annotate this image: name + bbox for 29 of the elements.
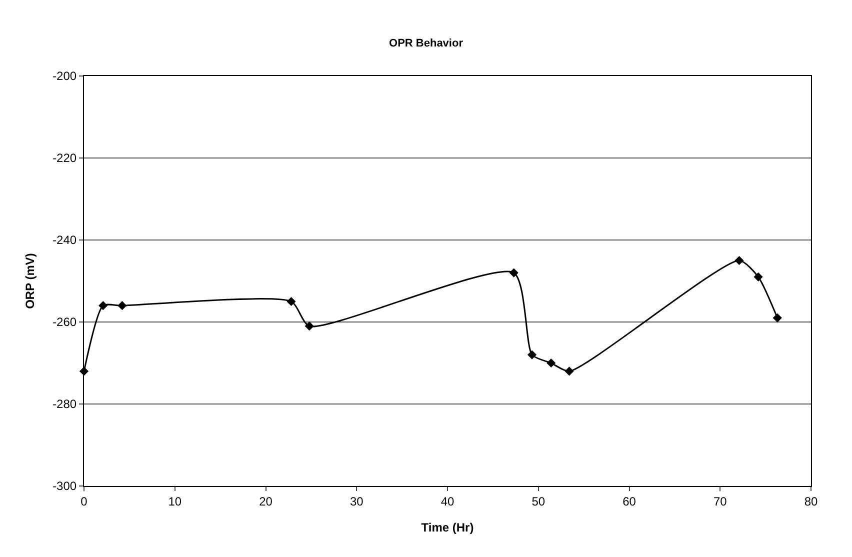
y-tick-label: -240 (52, 233, 77, 248)
x-tick-label: 10 (168, 494, 182, 508)
point (546, 358, 556, 368)
chart-title: OPR Behavior (389, 38, 464, 50)
point (754, 272, 763, 282)
point (118, 301, 127, 310)
y-tick-label: -300 (52, 479, 77, 494)
x-tick-label: 60 (622, 494, 636, 508)
x-tick-label: 30 (350, 494, 364, 508)
point (527, 350, 537, 360)
y-tick-label: -260 (52, 315, 77, 330)
point (772, 313, 782, 322)
y-tick-label: -280 (52, 397, 77, 412)
x-axis-title: Time (Hr) (421, 520, 474, 534)
y-tick-label: -220 (52, 151, 77, 166)
x-tick-label: 40 (440, 494, 454, 508)
y-axis-title: ORP (mV) (22, 253, 37, 309)
x-tick-label: 50 (532, 494, 546, 508)
x-tick-label: 80 (804, 494, 818, 508)
y-tick-label: -200 (52, 69, 77, 84)
point (98, 301, 108, 310)
x-tick-label: 0 (80, 494, 88, 508)
point (564, 366, 574, 376)
x-tick-label: 20 (259, 494, 273, 508)
point (286, 296, 296, 306)
x-tick-label: 70 (713, 494, 728, 508)
point (734, 256, 744, 266)
point (304, 322, 314, 331)
point (509, 268, 518, 278)
